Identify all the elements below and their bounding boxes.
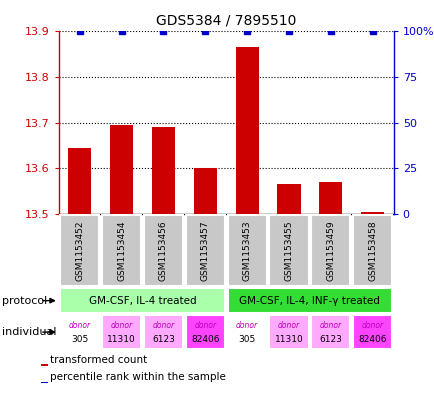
Bar xyxy=(277,184,300,214)
Bar xyxy=(60,288,224,313)
Text: GM-CSF, IL-4, INF-γ treated: GM-CSF, IL-4, INF-γ treated xyxy=(239,296,379,306)
Text: donor: donor xyxy=(69,321,91,329)
Bar xyxy=(40,364,48,365)
Bar xyxy=(227,288,391,313)
Bar xyxy=(360,212,383,214)
Text: transformed count: transformed count xyxy=(50,354,147,365)
Bar xyxy=(185,215,224,286)
Text: GSM1153459: GSM1153459 xyxy=(326,220,335,281)
Text: donor: donor xyxy=(277,321,299,329)
Text: GSM1153456: GSM1153456 xyxy=(158,220,168,281)
Text: donor: donor xyxy=(361,321,383,329)
Bar xyxy=(60,215,99,286)
Text: GSM1153454: GSM1153454 xyxy=(117,220,126,281)
Bar xyxy=(269,316,308,349)
Bar xyxy=(102,316,141,349)
Bar xyxy=(68,148,91,214)
Bar xyxy=(144,316,183,349)
Bar xyxy=(110,125,133,214)
Title: GDS5384 / 7895510: GDS5384 / 7895510 xyxy=(156,13,296,28)
Text: GSM1153455: GSM1153455 xyxy=(284,220,293,281)
Text: GM-CSF, IL-4 treated: GM-CSF, IL-4 treated xyxy=(89,296,196,306)
Bar xyxy=(311,316,350,349)
Text: 11310: 11310 xyxy=(274,335,302,344)
Bar xyxy=(311,215,350,286)
Bar xyxy=(102,215,141,286)
Text: donor: donor xyxy=(236,321,258,329)
Text: individual: individual xyxy=(2,327,56,337)
Text: 11310: 11310 xyxy=(107,335,135,344)
Text: GSM1153457: GSM1153457 xyxy=(201,220,209,281)
Text: donor: donor xyxy=(319,321,341,329)
Bar xyxy=(235,48,258,214)
Text: 305: 305 xyxy=(238,335,255,344)
Text: donor: donor xyxy=(110,321,132,329)
Text: donor: donor xyxy=(152,321,174,329)
Bar xyxy=(144,215,183,286)
Text: protocol: protocol xyxy=(2,296,47,306)
Text: 6123: 6123 xyxy=(319,335,342,344)
Text: percentile rank within the sample: percentile rank within the sample xyxy=(50,372,225,382)
Bar xyxy=(227,215,266,286)
Bar xyxy=(227,316,266,349)
Bar xyxy=(40,382,48,384)
Bar xyxy=(193,169,216,214)
Text: GSM1153452: GSM1153452 xyxy=(75,220,84,281)
Bar xyxy=(319,182,342,214)
Text: donor: donor xyxy=(194,321,216,329)
Text: GSM1153458: GSM1153458 xyxy=(368,220,376,281)
Bar xyxy=(352,316,391,349)
Bar xyxy=(60,316,99,349)
Text: 82406: 82406 xyxy=(358,335,386,344)
Text: 82406: 82406 xyxy=(191,335,219,344)
Text: 305: 305 xyxy=(71,335,88,344)
Bar xyxy=(269,215,308,286)
Text: 6123: 6123 xyxy=(151,335,174,344)
Bar xyxy=(352,215,391,286)
Text: GSM1153453: GSM1153453 xyxy=(242,220,251,281)
Bar xyxy=(151,127,174,214)
Bar xyxy=(185,316,224,349)
